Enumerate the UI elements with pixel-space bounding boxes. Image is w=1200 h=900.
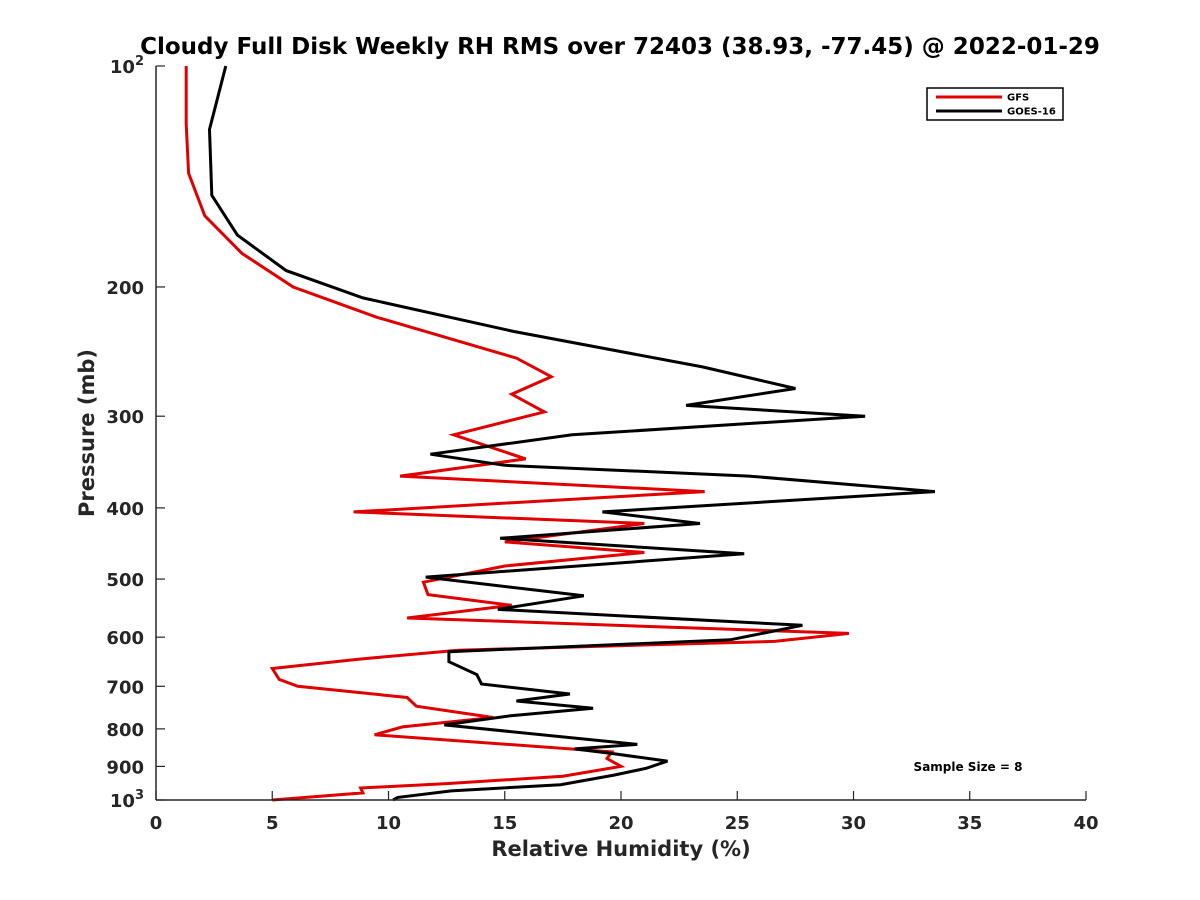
- x-tick-label: 10: [376, 813, 401, 834]
- x-axis-ticks: 0 5 10 15 20 25 30 35 40: [150, 791, 1099, 834]
- x-tick-label: 15: [492, 813, 517, 834]
- y-axis-ticks: 102 200 300 400 500 600 700 800 900 103: [106, 54, 165, 812]
- x-tick-label: 20: [608, 813, 633, 834]
- x-tick-label: 30: [841, 813, 866, 834]
- series-line-goes-16: [207, 65, 936, 802]
- x-tick-label: 40: [1073, 813, 1098, 834]
- legend-label-goes16: GOES-16: [1007, 107, 1056, 118]
- y-axis-label: Pressure (mb): [75, 349, 99, 517]
- x-tick-label: 5: [266, 813, 279, 834]
- y-tick-label: 400: [106, 499, 144, 520]
- legend: GFS GOES-16: [926, 87, 1064, 121]
- y-tick-label: 200: [106, 278, 144, 299]
- y-tick-label: 102: [110, 54, 144, 78]
- y-tick-label: 900: [106, 757, 144, 778]
- legend-label-gfs: GFS: [1007, 93, 1029, 104]
- y-tick-label: 800: [106, 720, 144, 741]
- x-axis-label: Relative Humidity (%): [491, 837, 750, 861]
- series-layer: [184, 65, 936, 802]
- x-tick-label: 35: [957, 813, 982, 834]
- series-line-gfs: [184, 66, 850, 802]
- y-tick-label: 700: [106, 677, 144, 698]
- chart-title: Cloudy Full Disk Weekly RH RMS over 7240…: [140, 34, 1100, 60]
- x-tick-label: 0: [150, 813, 163, 834]
- legend-box: [926, 87, 1064, 121]
- y-tick-label: 300: [106, 407, 144, 428]
- y-tick-label: 500: [106, 570, 144, 591]
- x-tick-label: 25: [725, 813, 750, 834]
- y-tick-label: 103: [110, 788, 144, 812]
- sample-size-annotation: Sample Size = 8: [914, 760, 1023, 774]
- y-tick-label: 600: [106, 628, 144, 649]
